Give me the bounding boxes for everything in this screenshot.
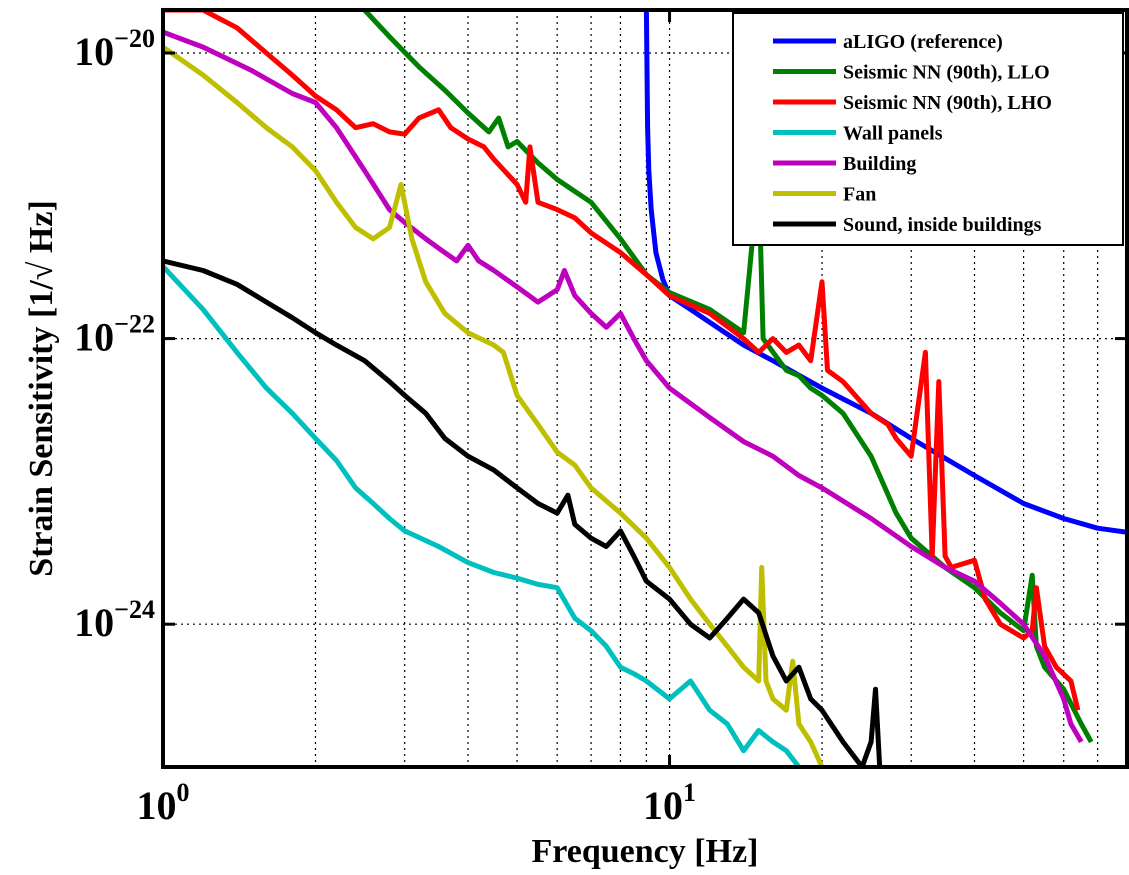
- ticks: 100 101 10−20 10−22 10−24: [74, 10, 1127, 828]
- legend-box: [732, 12, 1124, 246]
- legend-label: aLIGO (reference): [843, 31, 1003, 53]
- legend-label: Sound, inside buildings: [843, 214, 1042, 236]
- legend-label: Wall panels: [843, 123, 943, 145]
- y-tick-label: 10−24: [74, 595, 155, 645]
- x-tick-label: 101: [643, 778, 696, 828]
- legend-label: Building: [843, 153, 916, 175]
- series-line-7: [163, 258, 883, 767]
- legend: aLIGO (reference) Seismic NN (90th), LLO S…: [732, 12, 1124, 246]
- series-lines: [163, 10, 1127, 767]
- series-line-6: [163, 45, 825, 767]
- series-line-1: [643, 10, 1127, 535]
- series-line-5: [163, 29, 1084, 744]
- y-tick-label: 10−20: [74, 24, 155, 74]
- legend-label: Seismic NN (90th), LHO: [843, 92, 1052, 114]
- series-line-3: [163, 10, 1081, 711]
- legend-label: Seismic NN (90th), LLO: [843, 62, 1050, 84]
- y-tick-label: 10−22: [74, 310, 155, 360]
- x-tick-label: 100: [137, 778, 190, 828]
- axes-box: [161, 8, 1129, 769]
- series-line-2: [362, 10, 1094, 744]
- y-axis-title: Strain Sensitivity [1/√ Hz]: [23, 200, 60, 577]
- x-axis-title: Frequency [Hz]: [532, 833, 759, 870]
- series-line-4: [163, 264, 801, 767]
- legend-label: Fan: [843, 184, 876, 206]
